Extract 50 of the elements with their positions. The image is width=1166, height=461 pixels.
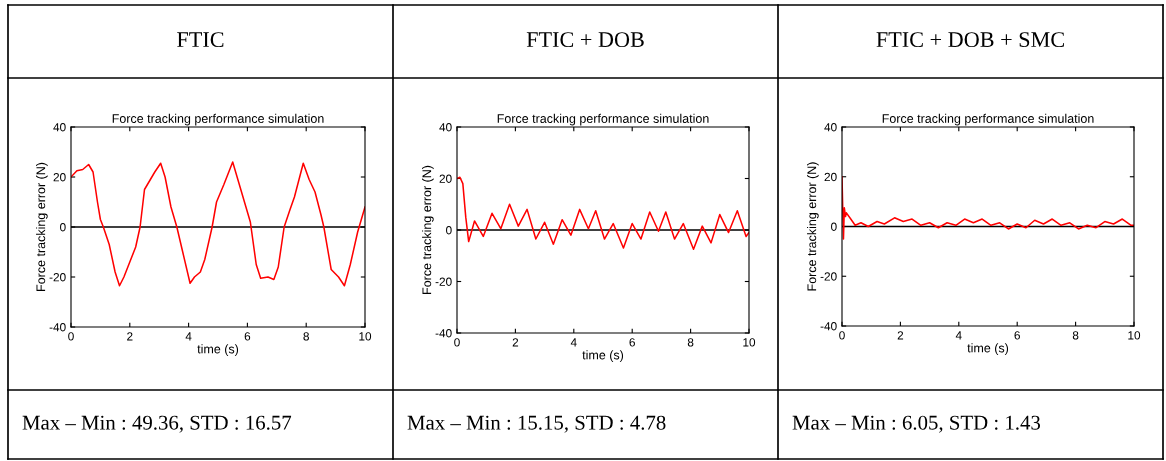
x-axis-title: time (s) xyxy=(582,350,624,362)
y-tick-label: -20 xyxy=(49,273,66,282)
x-tick-label: 0 xyxy=(839,331,845,340)
x-tick-label: 2 xyxy=(512,338,519,347)
x-axis-title: time (s) xyxy=(197,344,239,356)
y-tick-label: -40 xyxy=(820,322,837,331)
x-tick-label: 10 xyxy=(359,332,372,341)
x-tick-label: 6 xyxy=(1014,331,1020,340)
x-tick-label: 2 xyxy=(897,331,904,340)
y-tick-label: 20 xyxy=(824,172,837,182)
y-axis-title: Force tracking error (N) xyxy=(807,162,819,291)
x-tick-label: 10 xyxy=(743,338,756,347)
text: Max – Min : 6.05, STD : 1.43 xyxy=(792,415,1041,433)
x-tick-label: 4 xyxy=(955,331,962,340)
x-tick-label: 6 xyxy=(244,332,251,341)
y-tick-label: 20 xyxy=(439,174,452,183)
chart-title: FTIC + DOB xyxy=(526,32,644,48)
chart-subtitle: Force tracking performance simulation xyxy=(497,113,709,126)
x-tick-label: 4 xyxy=(570,338,577,347)
x-tick-label: 8 xyxy=(687,338,694,347)
y-tick-label: -40 xyxy=(49,323,66,332)
x-tick-label: 8 xyxy=(1072,331,1079,340)
y-tick-label: 0 xyxy=(446,226,452,235)
y-axis-title: Force tracking error (N) xyxy=(36,162,48,291)
x-tick-label: 2 xyxy=(127,332,133,341)
y-tick-label: 0 xyxy=(831,222,837,231)
chart-subtitle: Force tracking performance simulation xyxy=(882,113,1094,126)
x-tick-label: 8 xyxy=(303,332,309,341)
chart-subtitle: Force tracking performance simulation xyxy=(112,113,324,126)
chart-title: FTIC xyxy=(177,32,224,48)
line-series xyxy=(71,161,365,287)
y-tick-label: -40 xyxy=(435,329,452,338)
y-tick-label: 20 xyxy=(53,173,66,182)
y-tick-label: 40 xyxy=(824,123,837,132)
y-tick-label: -20 xyxy=(435,277,452,286)
line-series xyxy=(457,176,749,251)
y-axis-title: Force tracking error (N) xyxy=(422,165,434,294)
text: Max – Min : 49.36, STD : 16.57 xyxy=(22,415,292,433)
y-tick-label: 40 xyxy=(439,123,452,132)
x-tick-label: 10 xyxy=(1128,331,1141,340)
x-tick-label: 0 xyxy=(68,332,74,341)
chart-title: FTIC + DOB + SMC xyxy=(876,32,1064,48)
x-tick-label: 6 xyxy=(629,338,635,347)
x-tick-label: 0 xyxy=(454,338,460,347)
x-tick-label: 4 xyxy=(185,332,192,341)
x-axis-title: time (s) xyxy=(967,343,1009,355)
text: Max – Min : 15.15, STD : 4.78 xyxy=(407,415,666,433)
y-tick-label: 40 xyxy=(53,123,66,132)
y-tick-label: 0 xyxy=(60,223,66,232)
y-tick-label: -20 xyxy=(820,272,837,281)
